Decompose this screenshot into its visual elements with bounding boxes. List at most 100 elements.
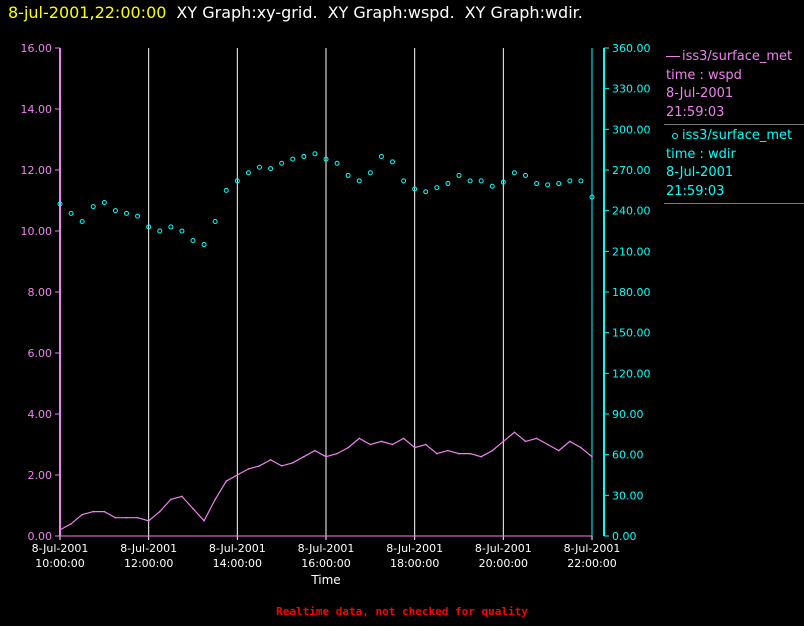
x-tick-label-time: 22:00:00 bbox=[567, 557, 616, 570]
wspd-point bbox=[436, 452, 438, 455]
wspd-point bbox=[125, 516, 128, 519]
circle-marker-icon bbox=[672, 132, 678, 139]
wspd-point bbox=[524, 440, 527, 443]
axis-labels: 8-Jul-2001 10:00:00 8-Jul-2001 12:00:00 8-Ju… bbox=[21, 42, 651, 587]
legend-wspd-var: time : wspd bbox=[666, 67, 742, 83]
wdir-point bbox=[545, 182, 551, 188]
wdir-point bbox=[412, 186, 418, 192]
y-right-tick-label: 210.00 bbox=[612, 245, 651, 258]
wspd-point bbox=[158, 510, 161, 513]
legend-wspd-time: 21:59:03 bbox=[666, 104, 725, 120]
x-tick-label-date: 8-Jul-2001 bbox=[298, 542, 355, 555]
wspd-point bbox=[170, 498, 172, 501]
legend-entry-wspd[interactable]: iss3/surface_met time : wspd 8-Jul-2001 … bbox=[664, 46, 804, 125]
x-tick-label-date: 8-Jul-2001 bbox=[475, 542, 532, 555]
wspd-point bbox=[391, 443, 394, 446]
wdir-point bbox=[201, 242, 207, 248]
wdir-point bbox=[112, 208, 118, 214]
quality-warning: Realtime data, not checked for quality bbox=[276, 605, 528, 618]
wdir-point bbox=[223, 187, 229, 193]
wdir-point bbox=[124, 210, 129, 216]
header-graph-wspd: XY Graph:wspd. bbox=[327, 3, 455, 22]
wspd-point bbox=[70, 523, 72, 525]
x-tick-label-date: 8-Jul-2001 bbox=[32, 542, 89, 555]
wspd-point bbox=[557, 449, 560, 452]
wdir-point bbox=[511, 170, 517, 176]
wspd-point bbox=[280, 465, 283, 467]
wspd-point bbox=[569, 440, 571, 443]
wdir-point bbox=[90, 204, 96, 210]
wspd-point bbox=[402, 437, 405, 440]
wspd-point bbox=[447, 449, 449, 452]
wdir-point bbox=[434, 185, 440, 191]
y-right-tick-label: 330.00 bbox=[612, 83, 651, 96]
wspd-series bbox=[59, 431, 593, 531]
x-tick-label-time: 20:00:00 bbox=[479, 557, 528, 570]
y-left-tick-label: 14.00 bbox=[21, 103, 53, 116]
wspd-point bbox=[114, 516, 117, 519]
wdir-point bbox=[567, 178, 573, 184]
wdir-point bbox=[79, 219, 85, 225]
wspd-point bbox=[303, 455, 305, 458]
wspd-point bbox=[535, 437, 538, 440]
y-right-tick-label: 300.00 bbox=[612, 123, 651, 136]
y-left-tick-label: 0.00 bbox=[28, 530, 53, 543]
header-graph-wdir: XY Graph:wdir. bbox=[464, 3, 583, 22]
wspd-point bbox=[336, 452, 338, 455]
wspd-point bbox=[147, 519, 150, 522]
wdir-point bbox=[445, 181, 451, 187]
wdir-point bbox=[323, 156, 329, 162]
wspd-point bbox=[458, 452, 460, 455]
wdir-point bbox=[423, 189, 429, 195]
x-axis-title: Time bbox=[310, 573, 340, 587]
x-tick-label-time: 10:00:00 bbox=[35, 557, 84, 570]
wspd-point bbox=[480, 455, 482, 458]
wdir-point bbox=[212, 219, 218, 225]
wdir-point bbox=[401, 178, 407, 184]
wspd-point bbox=[413, 446, 416, 449]
y-left-tick-label: 6.00 bbox=[28, 347, 53, 360]
wdir-point bbox=[334, 160, 340, 166]
header-timestamp: 8-jul-2001,22:00:00 bbox=[8, 3, 167, 22]
wspd-point bbox=[203, 519, 205, 522]
wdir-point bbox=[57, 201, 63, 207]
wdir-point bbox=[179, 228, 185, 234]
wspd-point bbox=[258, 465, 261, 467]
x-tick-label-date: 8-Jul-2001 bbox=[120, 542, 177, 555]
x-tick-label-date: 8-Jul-2001 bbox=[564, 542, 621, 555]
legend-wdir-name: iss3/surface_met bbox=[682, 128, 793, 143]
wspd-point bbox=[314, 449, 316, 452]
wdir-point bbox=[478, 178, 484, 184]
wdir-point bbox=[578, 178, 584, 184]
wdir-point bbox=[268, 166, 274, 172]
y-right-tick-label: 270.00 bbox=[612, 164, 651, 177]
wspd-point bbox=[347, 446, 349, 449]
wdir-point bbox=[534, 181, 540, 187]
wspd-point bbox=[513, 431, 516, 434]
wdir-point bbox=[312, 151, 318, 157]
wdir-point bbox=[290, 156, 296, 162]
y-right-tick-label: 180.00 bbox=[612, 286, 651, 299]
wdir-point bbox=[279, 160, 285, 166]
legend-entry-wdir[interactable]: iss3/surface_met time : wdir 8-Jul-2001 … bbox=[664, 125, 804, 204]
wdir-point bbox=[157, 228, 163, 234]
axes bbox=[55, 47, 609, 540]
wspd-point bbox=[325, 455, 327, 458]
x-tick-label-date: 8-Jul-2001 bbox=[386, 542, 443, 555]
wspd-point bbox=[181, 495, 183, 498]
wdir-point bbox=[378, 153, 384, 159]
x-tick-label-time: 16:00:00 bbox=[301, 557, 350, 570]
wspd-point bbox=[491, 449, 494, 452]
legend: iss3/surface_met time : wspd 8-Jul-2001 … bbox=[664, 46, 804, 204]
wspd-point bbox=[358, 437, 361, 440]
x-tick-label-time: 18:00:00 bbox=[390, 557, 439, 570]
wspd-point bbox=[192, 507, 194, 510]
y-right-tick-label: 90.00 bbox=[612, 408, 644, 421]
wspd-point bbox=[92, 510, 95, 513]
wspd-point bbox=[269, 458, 272, 461]
wdir-point bbox=[367, 170, 373, 176]
wdir-point bbox=[456, 172, 462, 178]
y-left-tick-label: 10.00 bbox=[21, 225, 53, 238]
wdir-point bbox=[245, 170, 251, 176]
wspd-point bbox=[214, 498, 216, 501]
